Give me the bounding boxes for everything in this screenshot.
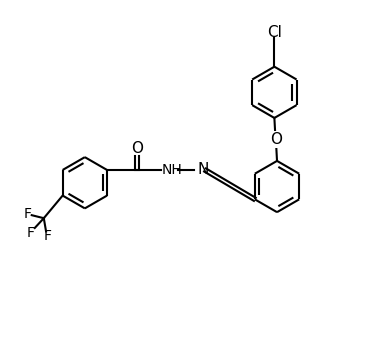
Text: F: F: [23, 207, 31, 221]
Text: NH: NH: [161, 163, 182, 177]
Text: O: O: [131, 141, 143, 156]
Text: N: N: [198, 163, 209, 178]
Text: F: F: [44, 229, 52, 243]
Text: O: O: [270, 132, 282, 147]
Text: Cl: Cl: [267, 25, 282, 39]
Text: F: F: [26, 226, 34, 240]
